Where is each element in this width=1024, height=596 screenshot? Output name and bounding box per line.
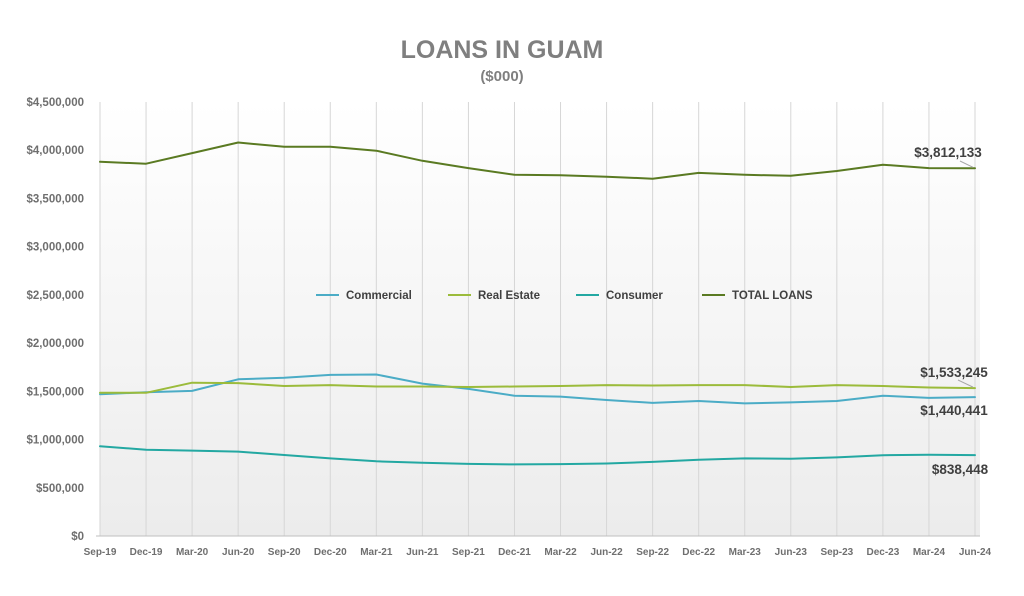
x-tick-label: Sep-23 [820, 547, 853, 558]
legend: Commercial Real Estate Consumer TOTAL LOANS [316, 290, 813, 302]
x-tick-label: Dec-23 [866, 547, 899, 558]
x-tick-label: Sep-19 [84, 547, 117, 558]
x-tick-label: Jun-20 [222, 547, 255, 558]
x-tick-label: Sep-22 [636, 547, 669, 558]
end-labels: $1,440,441 $1,533,245 $838,448 $3,812,133 [914, 145, 988, 477]
end-label-real-estate: $1,533,245 [920, 365, 988, 380]
x-tick-label: Mar-23 [729, 547, 762, 558]
x-tick-label: Mar-24 [913, 547, 946, 558]
x-tick-label: Dec-19 [130, 547, 163, 558]
x-tick-label: Sep-20 [268, 547, 301, 558]
y-tick-label: $500,000 [36, 483, 84, 495]
end-label-consumer: $838,448 [932, 462, 989, 477]
end-label-commercial: $1,440,441 [920, 403, 988, 418]
y-tick-label: $0 [71, 531, 84, 543]
end-label-leader-real-estate [957, 379, 974, 388]
y-tick-label: $3,500,000 [26, 193, 84, 205]
series-line-commercial [99, 373, 976, 405]
x-tick-label: Sep-21 [452, 547, 485, 558]
x-tick-label: Jun-22 [590, 547, 623, 558]
x-tick-label: Dec-20 [314, 547, 347, 558]
y-tick-label: $2,500,000 [26, 290, 84, 302]
y-tick-label: $1,500,000 [26, 386, 84, 398]
series-line-real-estate [99, 381, 976, 394]
y-tick-label: $4,000,000 [26, 145, 84, 157]
chart-subtitle: ($000) [480, 68, 523, 85]
y-axis: $0 $500,000 $1,000,000 $1,500,000 $2,000,000… [26, 97, 84, 543]
legend-label-consumer: Consumer [606, 290, 663, 302]
y-tick-label: $1,000,000 [26, 435, 84, 447]
x-tick-label: Dec-21 [498, 547, 531, 558]
series-lines [99, 141, 976, 466]
end-label-total-loans: $3,812,133 [914, 145, 982, 160]
x-tick-label: Jun-23 [775, 547, 808, 558]
x-tick-label: Jun-24 [959, 547, 992, 558]
legend-label-commercial: Commercial [346, 290, 412, 302]
plot-area [100, 102, 980, 536]
y-tick-label: $2,000,000 [26, 338, 84, 350]
x-tick-label: Jun-21 [406, 547, 439, 558]
y-tick-label: $3,000,000 [26, 242, 84, 254]
series-line-consumer [99, 445, 976, 466]
legend-label-total-loans: TOTAL LOANS [732, 290, 813, 302]
x-tick-label: Dec-22 [682, 547, 715, 558]
end-label-leader-total-loans [959, 160, 974, 168]
chart-title: LOANS IN GUAM [401, 36, 604, 64]
x-tick-label: Mar-20 [176, 547, 209, 558]
x-tick-label: Mar-22 [544, 547, 577, 558]
series-line-total-loans [99, 141, 976, 180]
x-tick-label: Mar-21 [360, 547, 393, 558]
x-axis: Sep-19 Dec-19 Mar-20 Jun-20 Sep-20 Dec-20 Mar-… [84, 547, 992, 558]
legend-label-real-estate: Real Estate [478, 290, 540, 302]
y-tick-label: $4,500,000 [26, 97, 84, 109]
